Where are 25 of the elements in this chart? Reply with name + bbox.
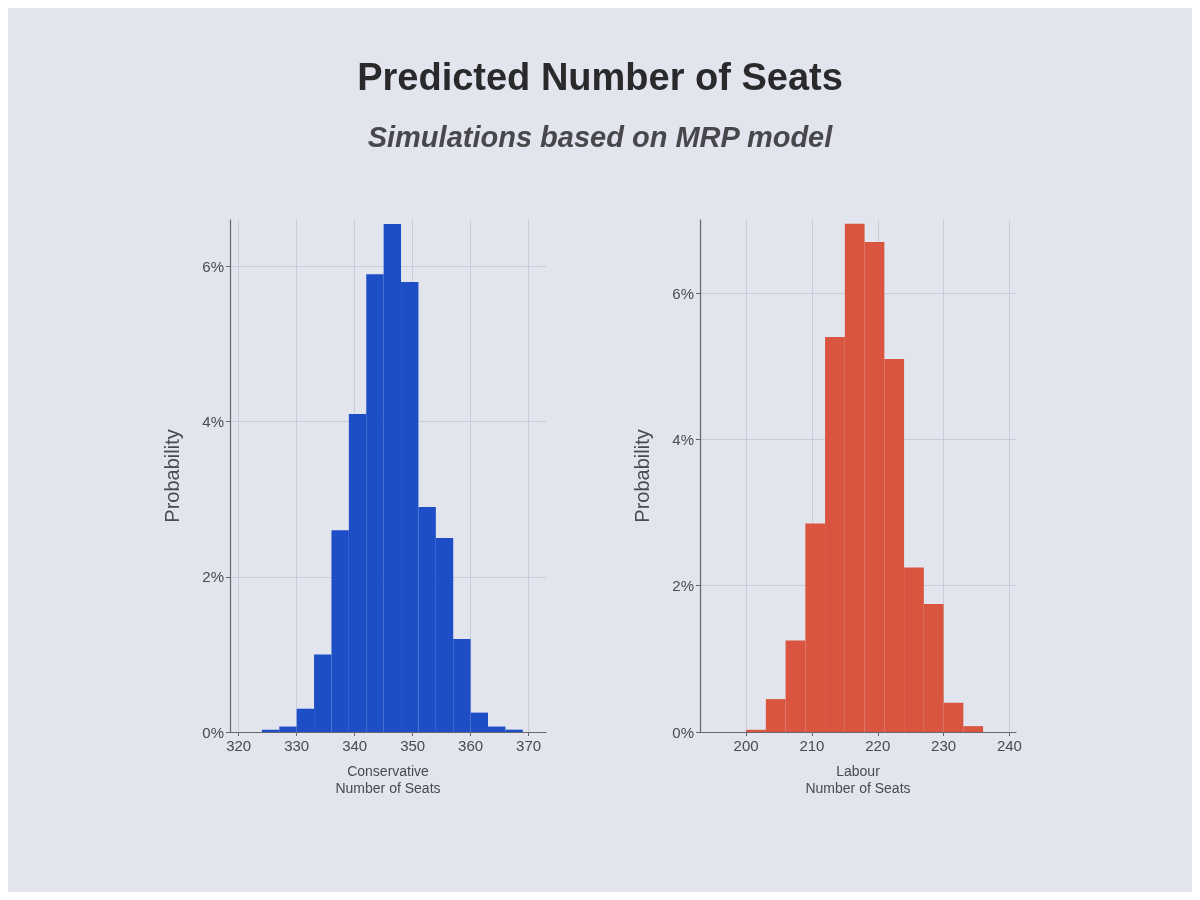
x-tick-label: 350 bbox=[400, 737, 426, 754]
x-tick-label: 210 bbox=[799, 737, 825, 754]
x-tick-label: 370 bbox=[516, 737, 542, 754]
y-tick-label: 2% bbox=[672, 577, 694, 595]
y-tick-label: 2% bbox=[202, 568, 224, 586]
y-axis-title: Probability bbox=[631, 429, 653, 523]
y-tick-label: 6% bbox=[202, 258, 224, 276]
x-tick-label: 360 bbox=[458, 737, 484, 754]
x-tick-label: 320 bbox=[226, 737, 252, 754]
x-tick-label: 200 bbox=[733, 737, 759, 754]
x-tick-label: 240 bbox=[996, 737, 1022, 754]
y-tick-label: 6% bbox=[672, 284, 694, 302]
x-tick-label: 230 bbox=[931, 737, 957, 754]
y-tick-label: 4% bbox=[202, 413, 224, 431]
chart-title: Predicted Number of Seats bbox=[356, 56, 844, 99]
y-tick-label: 4% bbox=[672, 430, 694, 448]
x-tick-label: 220 bbox=[865, 737, 891, 754]
x-axis-title: Conservative Number of Seats bbox=[335, 762, 441, 796]
x-tick-label: 330 bbox=[284, 737, 310, 754]
y-tick-label: 0% bbox=[202, 723, 224, 741]
chart-subtitle: Simulations based on MRP model bbox=[366, 121, 834, 154]
y-tick-label: 0% bbox=[672, 723, 694, 741]
x-axis-title: Labour Number of Seats bbox=[805, 762, 911, 796]
x-tick-label: 340 bbox=[342, 737, 368, 754]
y-axis-title: Probability bbox=[161, 429, 183, 523]
